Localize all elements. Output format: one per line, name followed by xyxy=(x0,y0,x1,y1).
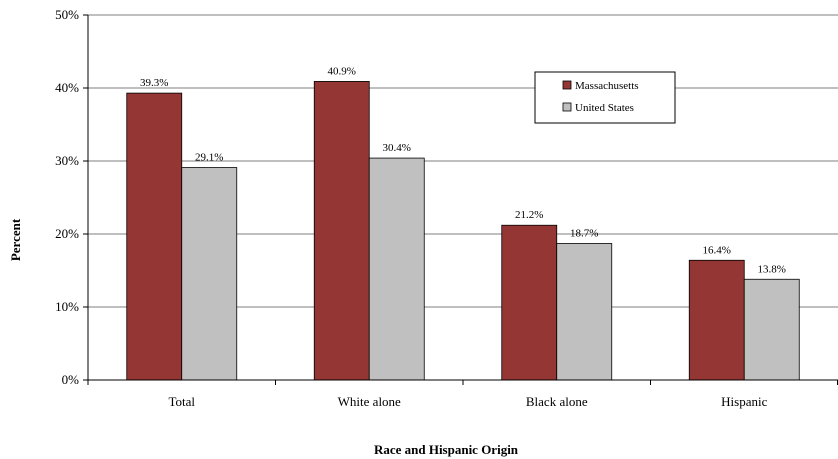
bar-massachusetts xyxy=(126,92,183,381)
data-label: 29.1% xyxy=(195,152,223,164)
y-tick-label: 30% xyxy=(55,153,79,168)
legend-box xyxy=(534,71,676,124)
bar-united-states xyxy=(556,243,613,381)
bar-united-states xyxy=(368,157,425,381)
y-tick-label: 0% xyxy=(62,372,80,387)
data-labels: 39.3% 29.1% 40.9% 30.4% 21.2% 18.7% 16.4% 13.8% xyxy=(140,65,786,275)
data-label: 40.9% xyxy=(328,65,356,77)
bar-united-states xyxy=(181,167,238,381)
data-label: 30.4% xyxy=(383,142,411,154)
bar-massachusetts xyxy=(688,259,745,381)
legend: Massachusetts United States xyxy=(534,71,676,124)
y-tick-labels: 0% 10% 20% 30% 40% 50% xyxy=(55,7,79,387)
bar-massachusetts xyxy=(501,224,558,381)
y-tick-label: 50% xyxy=(55,7,79,22)
y-axis-title: Percent xyxy=(8,218,23,261)
legend-label-united-states: United States xyxy=(575,102,634,114)
legend-swatch-united-states xyxy=(562,102,572,112)
data-label: 13.8% xyxy=(758,263,786,275)
data-label: 21.2% xyxy=(515,209,543,221)
bar-united-states xyxy=(743,278,800,381)
data-label: 16.4% xyxy=(703,244,731,256)
y-tick-label: 10% xyxy=(55,299,79,314)
bars xyxy=(126,81,800,381)
x-axis-title: Race and Hispanic Origin xyxy=(374,442,519,457)
x-tick-label: White alone xyxy=(338,394,401,409)
x-tick-label: Total xyxy=(168,394,195,409)
x-tick-labels: Total White alone Black alone Hispanic xyxy=(168,394,767,409)
data-label: 18.7% xyxy=(570,227,598,239)
legend-swatch-massachusetts xyxy=(562,80,572,90)
y-tick-label: 20% xyxy=(55,226,79,241)
data-label: 39.3% xyxy=(140,77,168,89)
legend-label-massachusetts: Massachusetts xyxy=(575,80,639,92)
y-tick-label: 40% xyxy=(55,80,79,95)
x-tick-label: Black alone xyxy=(526,394,588,409)
x-tick-label: Hispanic xyxy=(721,394,767,409)
bar-massachusetts xyxy=(313,81,370,381)
